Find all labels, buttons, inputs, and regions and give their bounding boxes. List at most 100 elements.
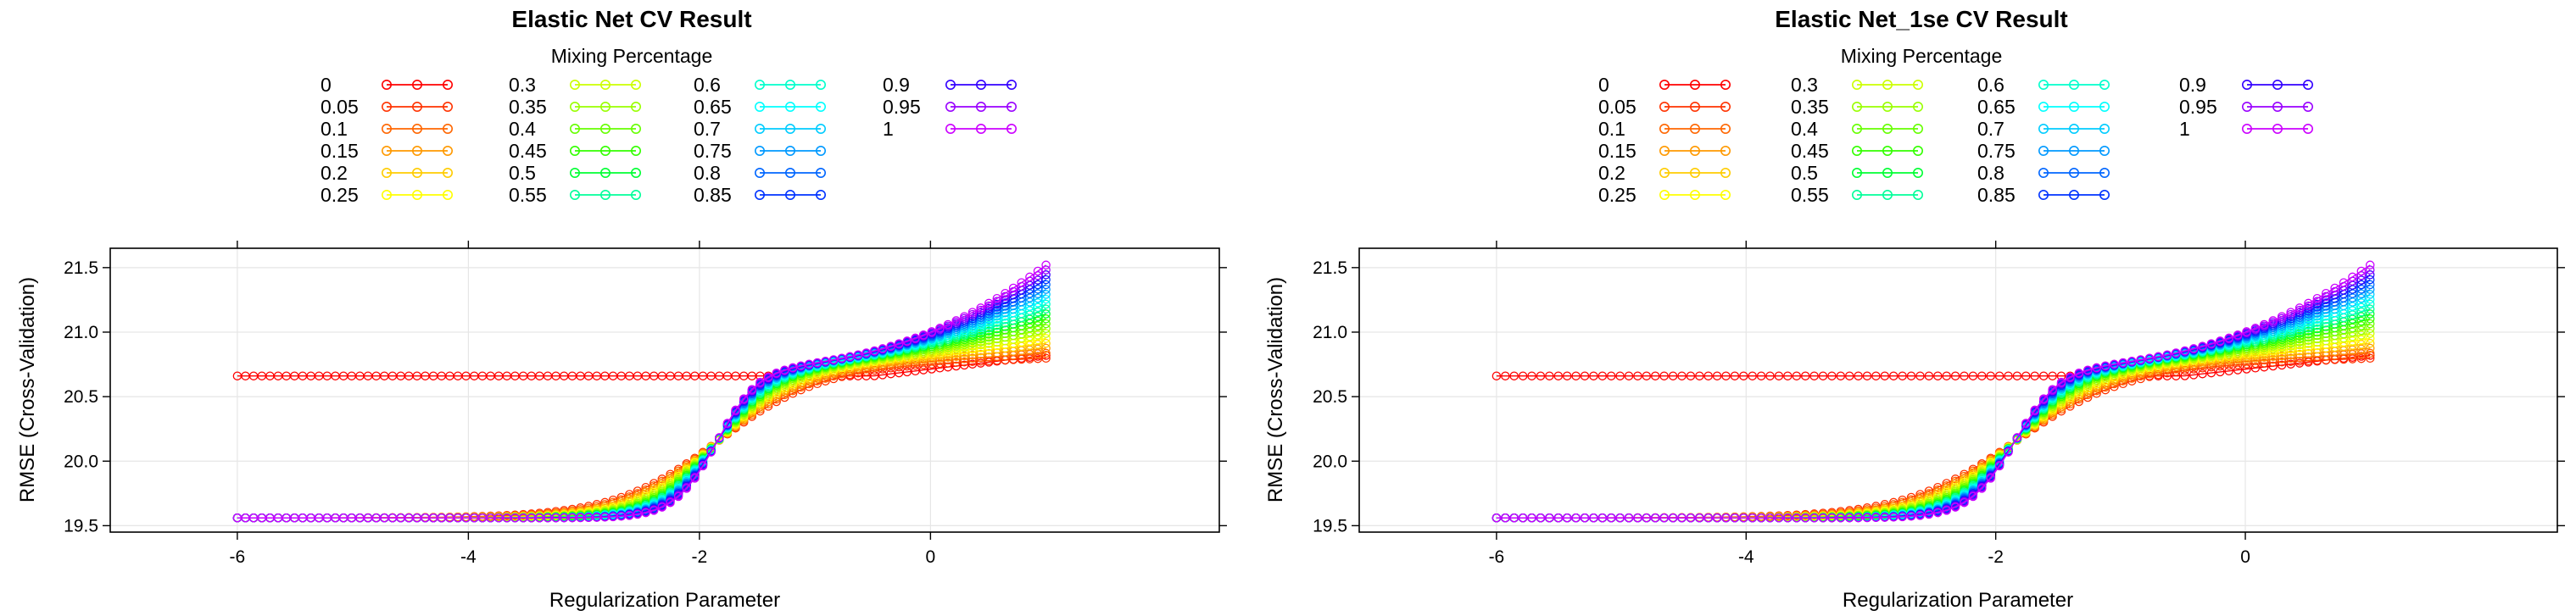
data-point: [2012, 433, 2022, 442]
data-point: [2224, 333, 2233, 343]
legend-entry-label: 0.6: [1977, 74, 2004, 96]
data-point: [894, 339, 904, 348]
data-point: [1774, 513, 1784, 523]
data-point: [2030, 405, 2039, 415]
legend-swatch-marker: [1913, 124, 1924, 135]
data-point: [2012, 371, 2022, 380]
data-point: [1536, 513, 1546, 523]
legend-swatch-marker: [599, 124, 611, 135]
data-point: [2321, 288, 2331, 298]
legend-entry-label: 0.65: [694, 96, 732, 118]
data-point: [2356, 352, 2367, 361]
legend-entry-label: 1: [2179, 118, 2190, 140]
data-point: [1880, 371, 1890, 380]
series-line: [237, 293, 1046, 519]
data-point: [780, 365, 789, 375]
data-point: [2286, 323, 2295, 333]
data-point: [1933, 371, 1943, 380]
data-point: [2260, 350, 2269, 359]
chart-title: Elastic Net_1se CV Result: [1775, 6, 2068, 32]
data-point: [1703, 513, 1713, 523]
data-point: [1756, 371, 1766, 380]
data-point: [2321, 298, 2331, 308]
legend-swatch-marker: [2038, 190, 2049, 201]
data-point: [1580, 513, 1590, 523]
legend-entry-label: 0.95: [883, 96, 921, 118]
legend-swatch-marker: [754, 190, 765, 201]
data-point: [1650, 513, 1660, 523]
legend-entry-label: 0: [1598, 74, 1609, 96]
data-point: [2294, 347, 2305, 356]
legend-entry-label: 0.8: [1977, 162, 2004, 184]
legend-swatch-marker: [815, 80, 826, 91]
legend-swatch-marker: [1690, 124, 1701, 135]
legend-swatch-marker: [2272, 124, 2283, 135]
data-point: [837, 353, 847, 363]
plot-frame: [1358, 247, 2558, 533]
data-point: [2092, 363, 2101, 373]
data-point: [1977, 484, 1987, 493]
data-point: [2304, 298, 2313, 308]
data-point: [2294, 310, 2305, 320]
data-point: [2038, 371, 2049, 380]
legend-swatch-marker: [1720, 102, 1731, 113]
legend-swatch-marker: [2038, 80, 2049, 91]
legend-entry-label: 0.9: [883, 74, 910, 96]
data-point: [1041, 309, 1051, 319]
legend-swatch-marker: [1720, 190, 1731, 201]
y-tick-label: 20.5: [64, 387, 98, 407]
data-point: [666, 497, 675, 508]
data-point: [2136, 374, 2145, 384]
data-point: [2136, 355, 2145, 364]
data-point: [828, 355, 839, 364]
data-point: [2365, 309, 2375, 319]
data-point: [2304, 324, 2313, 333]
data-point: [2260, 319, 2269, 330]
data-point: [2216, 361, 2225, 371]
legend-entry-label: 0.1: [1598, 118, 1625, 140]
data-point: [1041, 314, 1051, 324]
data-point: [1041, 260, 1051, 270]
data-point: [2294, 340, 2305, 350]
legend-swatch-marker: [442, 102, 453, 113]
data-point: [976, 303, 985, 313]
legend-swatch-marker: [1882, 190, 1893, 201]
data-point: [2286, 350, 2295, 360]
data-point: [967, 344, 978, 354]
legend-entry-label: 0.35: [509, 96, 547, 118]
data-point: [1765, 513, 1775, 523]
series-line: [237, 284, 1046, 519]
data-point: [2356, 289, 2367, 298]
data-point: [2365, 338, 2375, 348]
data-point: [2277, 357, 2287, 367]
data-point: [927, 327, 937, 336]
data-point: [1942, 506, 1951, 515]
data-point: [2083, 365, 2093, 375]
data-point: [2127, 357, 2137, 366]
series-line: [237, 279, 1046, 519]
data-point: [2198, 341, 2207, 351]
data-point: [756, 377, 765, 387]
data-point: [722, 419, 733, 428]
data-point: [731, 405, 740, 415]
legend-swatch-marker: [381, 102, 392, 113]
data-point: [1518, 513, 1528, 523]
data-point: [1562, 371, 1572, 380]
legend: 00.050.10.150.20.25 0.30.350.40.450.50.55…: [321, 74, 1018, 206]
data-point: [935, 324, 945, 333]
data-point: [2365, 280, 2375, 290]
data-point: [1809, 513, 1819, 523]
data-point: [2312, 324, 2322, 334]
data-point: [2304, 339, 2313, 348]
data-point: [1871, 513, 1881, 523]
data-point: [1501, 513, 1510, 523]
data-point: [1792, 513, 1802, 523]
data-point: [2356, 302, 2367, 313]
legend-swatch-marker: [442, 124, 453, 135]
data-point: [1041, 334, 1051, 343]
data-point: [878, 344, 888, 353]
data-point: [1836, 513, 1846, 523]
series-line: [237, 269, 1047, 519]
legend-swatch-marker: [784, 124, 795, 135]
data-point: [1712, 513, 1722, 523]
